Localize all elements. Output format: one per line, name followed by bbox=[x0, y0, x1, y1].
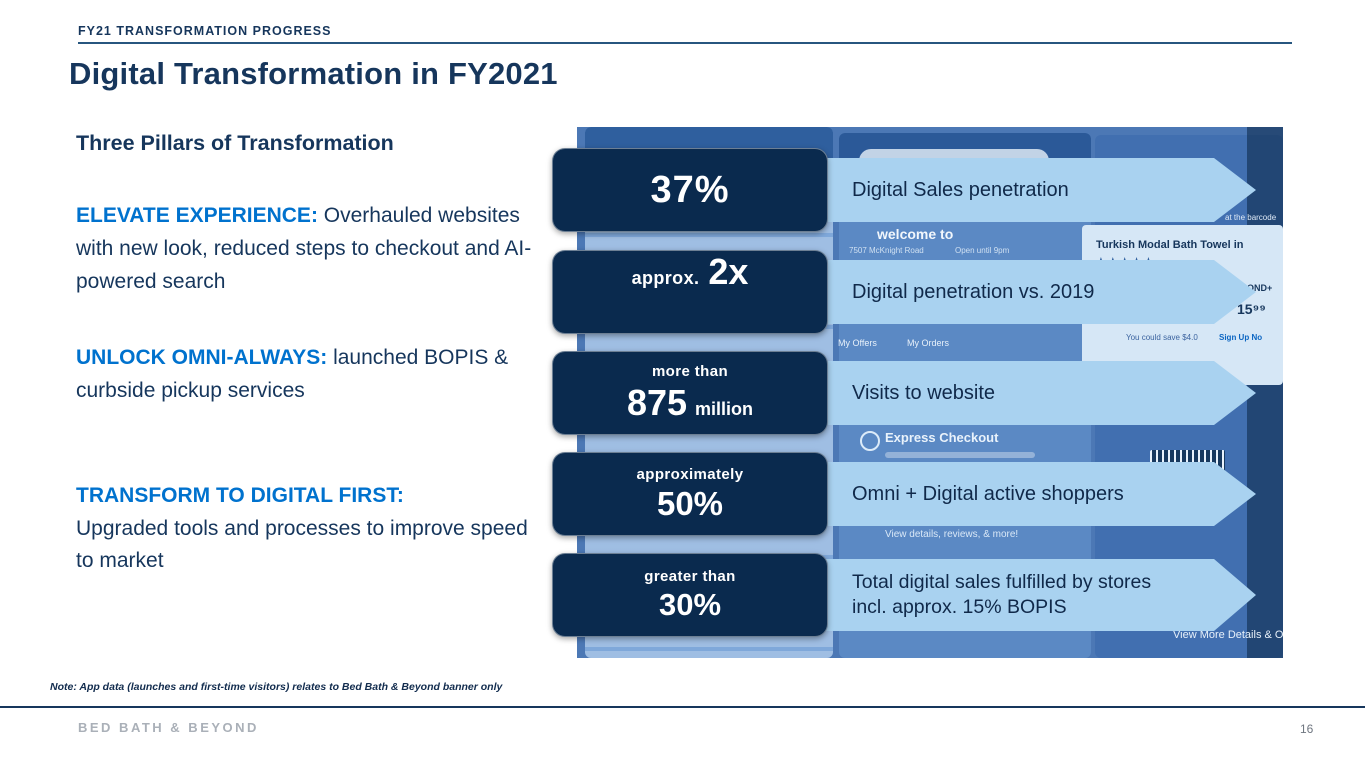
stat-badge: greater than 30% bbox=[552, 553, 828, 637]
top-divider bbox=[78, 42, 1292, 44]
page-title: Digital Transformation in FY2021 bbox=[69, 56, 558, 91]
stat-arrow: Omni + Digital active shoppers bbox=[818, 462, 1256, 526]
stat-value: 30% bbox=[658, 586, 722, 622]
stat-badge: 37% bbox=[552, 148, 828, 232]
stat-value-line: 50% bbox=[657, 485, 723, 523]
bg-text-save-offer: You could save $4.0 bbox=[1126, 333, 1198, 342]
pillar-label: TRANSFORM TO DIGITAL FIRST: bbox=[76, 483, 404, 507]
bg-text-store-address: 7507 McKnight Road bbox=[849, 246, 924, 255]
stat-arrow: Total digital sales fulfilled by stores … bbox=[818, 559, 1256, 631]
stat-badge: approx. 2x bbox=[552, 250, 828, 334]
bg-text-store-hours: Open until 9pm bbox=[955, 246, 1010, 255]
bg-text-my-offers: My Offers bbox=[838, 338, 877, 348]
stat-value-line: 30% bbox=[659, 587, 721, 623]
stat-arrow: Digital Sales penetration bbox=[818, 158, 1256, 222]
bg-text-my-orders: My Orders bbox=[907, 338, 950, 348]
pillar-text: Overhauled websites with new look, reduc… bbox=[76, 204, 532, 293]
stat-value-line: 875 million bbox=[627, 382, 753, 424]
express-checkout-icon bbox=[860, 431, 880, 451]
pillar-elevate-experience: ELEVATE EXPERIENCE: Overhauled websites … bbox=[76, 200, 550, 298]
stat-value: 875 bbox=[626, 381, 688, 423]
stat-badge: approximately 50% bbox=[552, 452, 828, 536]
stat-value-line: 2x bbox=[708, 251, 748, 293]
bg-text-sign-up: Sign Up No bbox=[1219, 333, 1263, 342]
bg-text-product-title: Turkish Modal Bath Towel in bbox=[1096, 239, 1244, 251]
stat-arrow: Digital penetration vs. 2019 bbox=[818, 260, 1256, 324]
stat-prefix: approximately bbox=[636, 465, 744, 483]
pillar-text: launched BOPIS & curbside pickup service… bbox=[76, 346, 509, 402]
stat-label: Visits to website bbox=[852, 382, 996, 404]
bg-text-view-details: View details, reviews, & more! bbox=[885, 529, 1019, 540]
stat-label: Digital Sales penetration bbox=[852, 179, 1069, 201]
stat-value: 37% bbox=[650, 168, 730, 211]
stat-label: Digital penetration vs. 2019 bbox=[852, 281, 1095, 303]
footnote: Note: App data (launches and first-time … bbox=[50, 681, 503, 693]
stat-label: Omni + Digital active shoppers bbox=[852, 483, 1124, 505]
stat-value: 2x bbox=[708, 251, 749, 292]
eyebrow: FY21 TRANSFORMATION PROGRESS bbox=[78, 24, 332, 38]
stat-value-line: 37% bbox=[650, 169, 729, 212]
express-checkout-subtext-bar bbox=[885, 452, 1035, 458]
footer-divider bbox=[0, 706, 1365, 708]
bg-text-view-more-options: View More Details & Options bbox=[1173, 629, 1283, 641]
bg-text-beyond-plus: OND+ bbox=[1247, 283, 1273, 293]
stat-badge: more than 875 million bbox=[552, 351, 828, 435]
stat-prefix: greater than bbox=[644, 567, 736, 585]
stat-suffix: million bbox=[695, 398, 754, 419]
footer-brand-logo: BED BATH & BEYOND bbox=[78, 720, 259, 735]
bg-text-price: 15⁹⁹ bbox=[1237, 301, 1266, 317]
pillar-label: ELEVATE EXPERIENCE: bbox=[76, 204, 318, 227]
stat-value: 50% bbox=[656, 484, 724, 522]
pillar-label: UNLOCK OMNI-ALWAYS: bbox=[76, 346, 328, 370]
pillars-section: Three Pillars of Transformation ELEVATE … bbox=[76, 131, 550, 578]
bg-text-express-checkout: Express Checkout bbox=[885, 430, 999, 445]
pillar-text: Upgraded tools and processes to improve … bbox=[76, 516, 528, 573]
stat-prefix: approx. bbox=[631, 268, 700, 288]
stat-label: Total digital sales fulfilled by stores … bbox=[852, 570, 1152, 618]
stat-arrow: Visits to website bbox=[818, 361, 1256, 425]
pillar-transform-to-digital-first: TRANSFORM TO DIGITAL FIRST: Upgraded too… bbox=[76, 480, 550, 578]
pillar-unlock-omni-always: UNLOCK OMNI-ALWAYS: launched BOPIS & cur… bbox=[76, 342, 550, 408]
pillars-heading: Three Pillars of Transformation bbox=[76, 131, 394, 155]
page-number: 16 bbox=[1300, 722, 1314, 736]
stat-prefix: more than bbox=[651, 362, 729, 380]
bg-text-welcome: welcome to bbox=[877, 226, 954, 242]
bg-text-at-the-barcode: at the barcode bbox=[1225, 213, 1277, 222]
